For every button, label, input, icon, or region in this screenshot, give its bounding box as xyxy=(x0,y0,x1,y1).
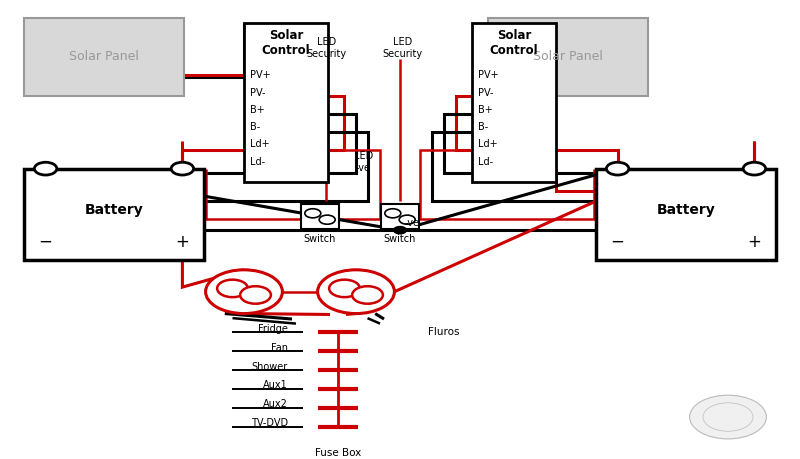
Text: Switch: Switch xyxy=(304,234,336,244)
Text: −: − xyxy=(610,233,625,251)
Text: PV+: PV+ xyxy=(478,70,498,80)
Text: Battery: Battery xyxy=(85,203,143,217)
Circle shape xyxy=(329,280,360,297)
Text: Solar
Control: Solar Control xyxy=(262,29,310,57)
Circle shape xyxy=(319,215,335,224)
Text: +: + xyxy=(175,233,190,251)
Text: B+: B+ xyxy=(478,105,492,115)
Text: Solar Panel: Solar Panel xyxy=(533,50,603,63)
Circle shape xyxy=(34,162,57,175)
Circle shape xyxy=(399,215,415,224)
Text: Ld+: Ld+ xyxy=(250,140,270,150)
Circle shape xyxy=(240,286,271,304)
Text: Ld-: Ld- xyxy=(478,157,493,167)
FancyBboxPatch shape xyxy=(488,18,648,96)
FancyBboxPatch shape xyxy=(244,23,328,182)
FancyBboxPatch shape xyxy=(472,23,556,182)
Text: Ld+: Ld+ xyxy=(478,140,498,150)
FancyBboxPatch shape xyxy=(24,18,184,96)
Text: PV-: PV- xyxy=(478,88,493,97)
Circle shape xyxy=(206,270,282,313)
Text: Shower: Shower xyxy=(252,362,288,371)
FancyBboxPatch shape xyxy=(596,168,776,260)
Text: Aux2: Aux2 xyxy=(263,399,288,409)
Circle shape xyxy=(171,162,194,175)
Text: Battery: Battery xyxy=(657,203,715,217)
Text: PV+: PV+ xyxy=(250,70,270,80)
Text: +: + xyxy=(747,233,762,251)
Text: Fridge: Fridge xyxy=(258,324,288,334)
Circle shape xyxy=(352,286,383,304)
Text: Fan: Fan xyxy=(271,342,288,353)
FancyBboxPatch shape xyxy=(301,204,339,229)
Text: Solar
Control: Solar Control xyxy=(490,29,538,57)
Circle shape xyxy=(305,209,321,218)
Circle shape xyxy=(690,395,766,439)
Text: PV-: PV- xyxy=(250,88,265,97)
Text: LED
Security: LED Security xyxy=(382,37,422,59)
Text: Aux1: Aux1 xyxy=(263,381,288,391)
Text: −: − xyxy=(38,233,53,251)
Text: B-: B- xyxy=(250,122,260,132)
Circle shape xyxy=(703,403,753,431)
Circle shape xyxy=(394,226,406,234)
FancyBboxPatch shape xyxy=(381,204,419,229)
Text: LED
-ve: LED -ve xyxy=(354,151,373,173)
Circle shape xyxy=(606,162,629,175)
FancyBboxPatch shape xyxy=(24,168,204,260)
Circle shape xyxy=(217,280,248,297)
Text: B+: B+ xyxy=(250,105,264,115)
Text: B-: B- xyxy=(478,122,488,132)
Text: Switch: Switch xyxy=(384,234,416,244)
Text: Solar Panel: Solar Panel xyxy=(69,50,139,63)
Text: LED
Security: LED Security xyxy=(306,37,346,59)
Text: TV-DVD: TV-DVD xyxy=(251,418,288,428)
Text: -ve: -ve xyxy=(405,218,420,228)
Text: Fluros: Fluros xyxy=(428,327,459,337)
Text: Ld-: Ld- xyxy=(250,157,265,167)
Circle shape xyxy=(318,270,394,313)
Circle shape xyxy=(385,209,401,218)
Circle shape xyxy=(743,162,766,175)
Text: Fuse Box: Fuse Box xyxy=(315,448,361,459)
